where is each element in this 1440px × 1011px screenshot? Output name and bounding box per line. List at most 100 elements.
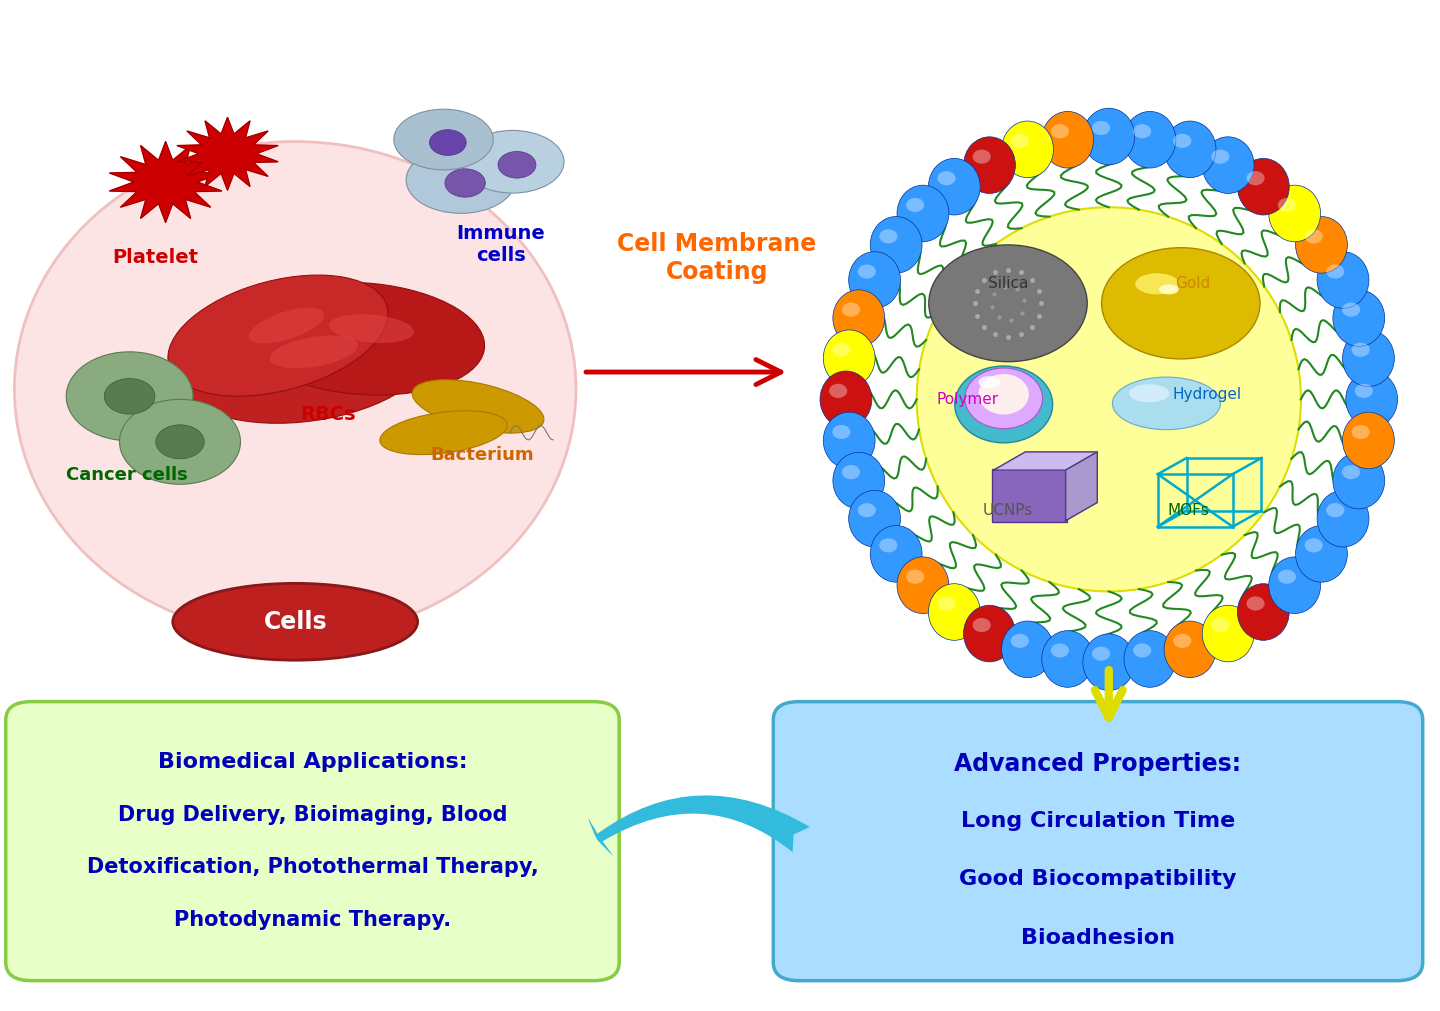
Ellipse shape [963, 136, 1015, 193]
Ellipse shape [832, 343, 851, 357]
Ellipse shape [1247, 171, 1264, 185]
Text: UCNPs: UCNPs [984, 503, 1032, 518]
Ellipse shape [870, 526, 922, 582]
Ellipse shape [824, 330, 876, 386]
Ellipse shape [1133, 643, 1151, 657]
Ellipse shape [1129, 384, 1169, 402]
Ellipse shape [168, 275, 387, 396]
Text: Cells: Cells [264, 610, 327, 634]
Ellipse shape [929, 583, 981, 640]
Text: Polymer: Polymer [936, 392, 999, 406]
Ellipse shape [240, 282, 485, 395]
Ellipse shape [965, 368, 1043, 429]
Ellipse shape [972, 618, 991, 632]
Ellipse shape [829, 384, 847, 398]
Ellipse shape [848, 252, 900, 308]
Ellipse shape [1125, 631, 1176, 687]
Ellipse shape [1326, 265, 1345, 279]
Ellipse shape [1133, 124, 1151, 139]
Ellipse shape [972, 150, 991, 164]
Ellipse shape [1211, 618, 1230, 632]
Ellipse shape [1202, 606, 1254, 662]
FancyBboxPatch shape [773, 702, 1423, 981]
Text: Photodynamic Therapy.: Photodynamic Therapy. [174, 910, 451, 930]
Ellipse shape [1135, 273, 1179, 294]
Ellipse shape [917, 207, 1300, 591]
Ellipse shape [1269, 185, 1320, 242]
Ellipse shape [1277, 198, 1296, 212]
Ellipse shape [1174, 133, 1191, 148]
Ellipse shape [832, 425, 851, 439]
Ellipse shape [1352, 425, 1369, 439]
Ellipse shape [269, 336, 359, 368]
Ellipse shape [848, 490, 900, 547]
Text: Hydrogel: Hydrogel [1172, 387, 1241, 401]
Ellipse shape [906, 569, 924, 583]
Ellipse shape [14, 142, 576, 637]
Ellipse shape [955, 366, 1053, 443]
Ellipse shape [1342, 412, 1394, 469]
Ellipse shape [1333, 290, 1385, 347]
Ellipse shape [1174, 634, 1191, 648]
Ellipse shape [412, 380, 544, 433]
Ellipse shape [1083, 108, 1135, 165]
Text: Detoxification, Photothermal Therapy,: Detoxification, Photothermal Therapy, [86, 857, 539, 878]
Ellipse shape [1342, 465, 1361, 479]
Ellipse shape [1002, 121, 1054, 178]
Ellipse shape [1125, 111, 1176, 168]
FancyBboxPatch shape [992, 469, 1067, 522]
Polygon shape [109, 142, 222, 222]
Ellipse shape [897, 185, 949, 242]
Ellipse shape [156, 425, 204, 459]
Ellipse shape [1102, 248, 1260, 359]
Ellipse shape [1002, 621, 1054, 677]
Text: Bioadhesion: Bioadhesion [1021, 928, 1175, 948]
Ellipse shape [429, 129, 467, 156]
Ellipse shape [173, 583, 418, 660]
Ellipse shape [858, 503, 876, 518]
Ellipse shape [120, 399, 240, 484]
Ellipse shape [979, 374, 1028, 415]
Ellipse shape [1269, 557, 1320, 614]
Ellipse shape [1211, 150, 1230, 164]
Ellipse shape [1092, 647, 1110, 661]
Text: Gold: Gold [1175, 276, 1210, 290]
Text: Advanced Properties:: Advanced Properties: [955, 752, 1241, 776]
Ellipse shape [1164, 621, 1215, 677]
Ellipse shape [1164, 121, 1215, 178]
Ellipse shape [1277, 569, 1296, 583]
Ellipse shape [929, 159, 981, 215]
Ellipse shape [824, 412, 876, 469]
Ellipse shape [66, 352, 193, 441]
Ellipse shape [1011, 133, 1028, 148]
Ellipse shape [819, 371, 871, 428]
Ellipse shape [380, 410, 507, 455]
Ellipse shape [249, 307, 324, 344]
Text: RBCs: RBCs [301, 405, 356, 424]
Ellipse shape [937, 171, 956, 185]
Ellipse shape [1202, 136, 1254, 193]
Text: Good Biocompatibility: Good Biocompatibility [959, 869, 1237, 890]
Ellipse shape [1318, 490, 1369, 547]
Ellipse shape [963, 606, 1015, 662]
Ellipse shape [406, 147, 516, 213]
Ellipse shape [1011, 634, 1028, 648]
Ellipse shape [929, 245, 1087, 362]
FancyBboxPatch shape [6, 702, 619, 981]
Ellipse shape [870, 216, 922, 273]
Ellipse shape [1305, 229, 1323, 244]
Text: Immune
cells: Immune cells [456, 224, 546, 265]
Ellipse shape [1296, 526, 1348, 582]
Ellipse shape [104, 378, 156, 415]
Ellipse shape [328, 314, 415, 343]
Ellipse shape [1083, 634, 1135, 691]
Ellipse shape [1346, 371, 1398, 428]
Ellipse shape [897, 557, 949, 614]
Ellipse shape [1352, 343, 1369, 357]
Ellipse shape [1296, 216, 1348, 273]
Text: Long Circulation Time: Long Circulation Time [960, 811, 1236, 831]
Ellipse shape [1247, 596, 1264, 611]
Ellipse shape [880, 229, 897, 244]
Ellipse shape [498, 152, 536, 178]
Ellipse shape [1051, 124, 1068, 139]
